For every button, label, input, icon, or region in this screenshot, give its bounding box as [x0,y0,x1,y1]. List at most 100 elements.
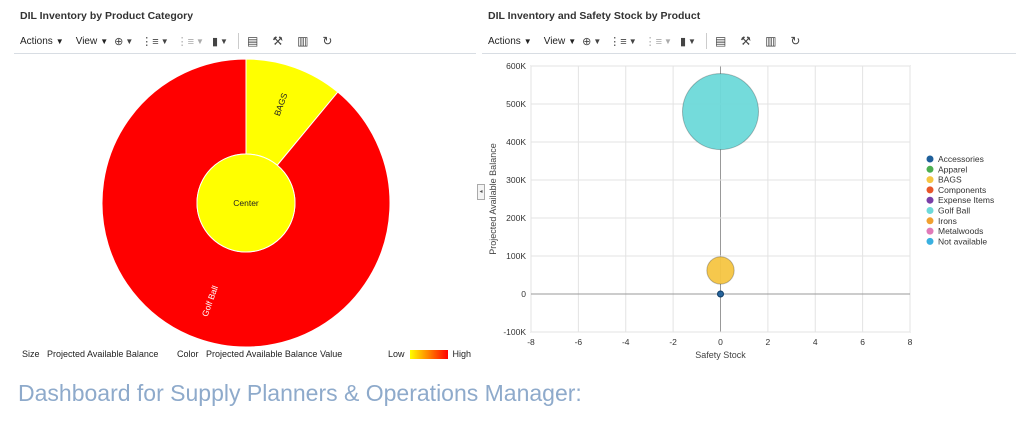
x-tick-label: 6 [860,337,865,347]
left-panel: DIL Inventory by Product Category Action… [14,0,476,370]
format-button[interactable]: ⊕ ▼ [114,35,133,48]
view-menu[interactable]: View ▼ [76,36,108,47]
legend-entry: Not available [938,236,987,246]
x-tick-label: -4 [622,337,630,347]
size-value: Projected Available Balance [47,349,159,359]
collapse-handle[interactable]: ◂ [477,184,485,200]
y-tick-label: -100K [503,327,526,337]
tree-expand-icon: ⋮≡ [141,35,159,48]
right-panel-title: DIL Inventory and Safety Stock by Produc… [488,10,701,22]
circle-arrow-icon: ⊕ [114,35,124,48]
actions-label: Actions [20,35,53,47]
refresh-icon[interactable]: ↻ [790,34,801,48]
chevron-down-icon: ▼ [55,36,64,46]
y-axis-title: Projected Available Balance [488,143,498,254]
x-axis-title: Safety Stock [695,350,746,360]
size-label: Size [22,349,40,359]
tree-collapse-icon: ⋮≡ [176,35,195,48]
legend-marker [926,217,934,225]
chevron-down-icon: ▼ [125,36,134,46]
color-scale: Low High [388,349,471,359]
legend-marker [926,186,934,194]
detach-button[interactable]: ▮ ▼ [680,35,696,48]
tools-icon[interactable]: ⚒ [740,34,752,48]
x-tick-label: 8 [908,337,913,347]
view-menu[interactable]: View ▼ [544,36,576,47]
size-legend: Size Projected Available Balance [22,349,158,359]
tree-expand-icon: ⋮≡ [609,35,627,48]
x-tick-label: 4 [813,337,818,347]
save-icon[interactable]: ▤ [246,34,259,48]
toolbar-divider [705,33,707,49]
legend-marker [926,176,934,184]
left-panel-title: DIL Inventory by Product Category [20,10,194,22]
table-icon[interactable]: ▥ [765,34,777,48]
right-panel: DIL Inventory and Safety Stock by Produc… [482,0,1016,370]
x-tick-label: -6 [575,337,583,347]
legend-marker [926,155,934,163]
color-label: Color [177,349,199,359]
x-tick-label: 0 [718,337,723,347]
legend-marker [926,165,934,173]
legend-entry: Accessories [938,154,984,164]
y-tick-label: 100K [506,251,526,261]
legend-entry: Irons [938,216,957,226]
color-value: Projected Available Balance Value [206,349,343,359]
collapse-button[interactable]: ⋮≡ ▼ [645,35,672,48]
chevron-down-icon: ▼ [160,36,169,46]
actions-menu[interactable]: Actions ▼ [20,36,64,47]
y-tick-label: 300K [506,175,526,185]
chevron-down-icon: ▼ [220,36,228,46]
y-tick-label: 0 [521,289,526,299]
format-button[interactable]: ⊕ ▼ [582,35,601,48]
toolbar-divider [237,33,239,49]
tools-icon[interactable]: ⚒ [272,34,284,48]
chevron-down-icon: ▼ [688,36,696,46]
view-label: View [75,35,98,47]
legend-entry: Components [938,185,986,195]
expand-button[interactable]: ⋮≡ ▼ [609,35,636,48]
color-gradient-bar [409,349,448,359]
expand-button[interactable]: ⋮≡ ▼ [141,35,168,48]
scale-high-label: High [452,349,472,359]
right-toolbar: Actions ▼ View ▼ ⊕ ▼ ⋮≡ ▼ ⋮≡ ▼ ▮ ▼ ▤ ⚒ ▥ ↻ [482,29,1016,54]
x-tick-label: -2 [669,337,677,347]
legend-entry: Expense Items [938,195,994,205]
collapse-button[interactable]: ⋮≡ ▼ [177,35,204,48]
chevron-down-icon: ▼ [568,36,577,46]
sunburst-center-label: Center [233,198,259,208]
scale-low-label: Low [388,349,405,359]
legend-marker [926,237,934,245]
y-tick-label: 400K [506,137,526,147]
legend-marker [926,207,934,214]
circle-arrow-icon: ⊕ [582,35,592,48]
chevron-down-icon: ▼ [523,36,532,46]
legend-entry: BAGS [938,175,962,185]
bubble-bags [706,256,735,285]
view-label: View [543,35,566,47]
document-icon: ▮ [211,35,219,48]
bubble-accessories [717,290,724,298]
legend-entry: Golf Ball [938,206,970,216]
y-tick-label: 600K [506,61,526,71]
refresh-icon[interactable]: ↻ [322,34,333,48]
legend-entry: Metalwoods [938,226,983,236]
tree-collapse-icon: ⋮≡ [644,35,663,48]
chevron-down-icon: ▼ [664,36,672,46]
detach-button[interactable]: ▮ ▼ [212,35,228,48]
document-icon: ▮ [679,35,687,48]
save-icon[interactable]: ▤ [714,34,727,48]
chevron-down-icon: ▼ [628,36,637,46]
y-tick-label: 500K [506,99,526,109]
table-icon[interactable]: ▥ [297,34,309,48]
x-tick-label: 2 [766,337,771,347]
actions-label: Actions [488,35,521,47]
actions-menu[interactable]: Actions ▼ [488,36,532,47]
x-tick-label: -8 [527,337,535,347]
chevron-down-icon: ▼ [593,36,602,46]
legend-entry: Apparel [938,164,967,174]
dashboard-caption: Dashboard for Supply Planners & Operatio… [18,380,582,406]
legend-marker [926,196,934,204]
y-tick-label: 200K [506,213,526,223]
